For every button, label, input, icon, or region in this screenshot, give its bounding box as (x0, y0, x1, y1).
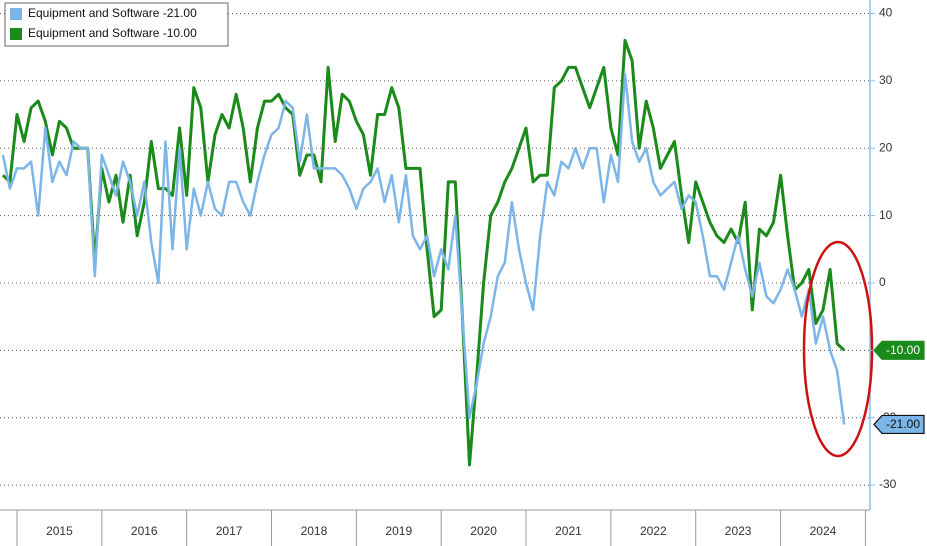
x-tick-label: 2023 (725, 524, 752, 538)
highlight-ellipse (802, 240, 874, 458)
x-tick-label: 2021 (555, 524, 582, 538)
value-tag (873, 414, 925, 435)
value-label: -21.00 (886, 417, 920, 431)
x-tick-label: 2018 (301, 524, 328, 538)
x-tick-label: 2015 (46, 524, 73, 538)
x-tick-label: 2022 (640, 524, 667, 538)
y-tick-label: -30 (879, 477, 897, 491)
series-line (1, 38, 846, 467)
legend-box (4, 2, 229, 47)
y-tick-label: 30 (879, 73, 893, 87)
value-label: -10.00 (886, 343, 920, 357)
legend-label: Equipment and Software -10.00 (28, 26, 197, 40)
y-tick-label: 10 (879, 208, 893, 222)
legend-swatch (10, 28, 22, 40)
x-tick-label: 2024 (810, 524, 837, 538)
x-tick-label: 2019 (385, 524, 412, 538)
x-tick-label: 2020 (470, 524, 497, 538)
y-tick-label: 40 (879, 6, 893, 20)
y-tick-label: 0 (879, 275, 886, 289)
y-tick-label: 20 (879, 140, 893, 154)
value-tag (873, 340, 925, 360)
x-tick-label: 2017 (216, 524, 243, 538)
series-line (1, 72, 846, 425)
legend-label: Equipment and Software -21.00 (28, 6, 197, 20)
legend-swatch (10, 8, 22, 20)
x-tick-label: 2016 (131, 524, 158, 538)
